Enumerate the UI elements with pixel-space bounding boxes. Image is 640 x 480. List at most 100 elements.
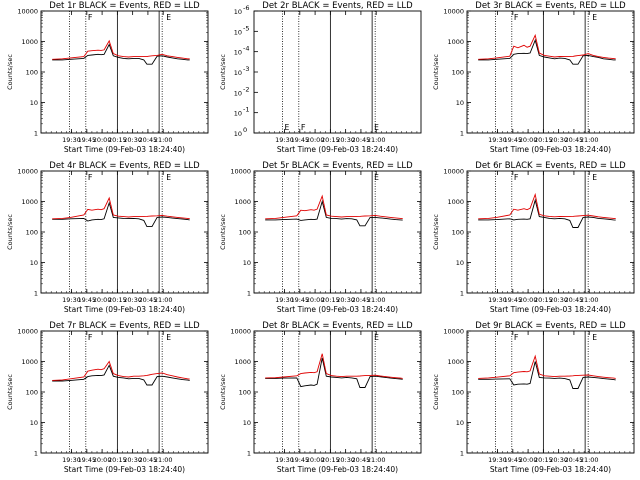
- x-tick-label: 20:45: [352, 456, 371, 464]
- x-tick-label: 21:00: [580, 136, 599, 144]
- lld-series-line: [52, 360, 190, 381]
- y-axis-label: Counts/sec: [432, 54, 440, 90]
- x-tick-label: 19:30: [275, 296, 294, 304]
- y-tick-label: 1: [34, 130, 38, 138]
- detector-panel: Det 8r BLACK = Events, RED = LLD 1 10 100 10…: [213, 320, 426, 480]
- flag-label: E: [374, 123, 379, 132]
- flag-label: F: [514, 13, 519, 22]
- y-tick-label: 1: [34, 290, 38, 298]
- x-tick-label: 19:45: [503, 136, 522, 144]
- plot-svg: Det 1r BLACK = Events, RED = LLD 1 10 100 10…: [6, 1, 209, 154]
- detector-panel: Det 2r BLACK = Events, RED = LLD 10 0 10 -1 1…: [213, 0, 426, 160]
- y-tick-label: 1: [247, 450, 251, 458]
- x-tick-label: 19:30: [62, 136, 81, 144]
- plot-svg: Det 6r BLACK = Events, RED = LLD 1 10 100 10…: [432, 161, 635, 314]
- plot-svg: Det 9r BLACK = Events, RED = LLD 1 10 100 10…: [432, 321, 635, 474]
- y-tick-label: 1000: [21, 198, 38, 206]
- detector-panel: Det 4r BLACK = Events, RED = LLD 1 10 100 10…: [0, 160, 213, 320]
- y-tick-exponent: -3: [243, 65, 249, 73]
- y-tick-label: 100: [26, 389, 38, 397]
- x-tick-label: 19:30: [488, 136, 507, 144]
- y-tick-exponent: -6: [243, 4, 249, 12]
- y-tick-label: 100: [452, 389, 464, 397]
- detector-panel: Det 3r BLACK = Events, RED = LLD 1 10 100 10…: [426, 0, 639, 160]
- plot-title: Det 9r BLACK = Events, RED = LLD: [475, 321, 626, 331]
- y-tick-exponent: 0: [243, 126, 247, 134]
- flag-label: E: [592, 333, 597, 342]
- x-tick-label: 20:45: [139, 296, 158, 304]
- x-tick-label: 20:15: [321, 456, 340, 464]
- plot-svg: Det 8r BLACK = Events, RED = LLD 1 10 100 10…: [219, 321, 422, 474]
- x-tick-label: 20:00: [306, 296, 325, 304]
- y-tick-label: 1000: [447, 38, 464, 46]
- y-tick-label: 100: [239, 229, 251, 237]
- x-tick-label: 19:45: [77, 296, 96, 304]
- x-tick-label: 20:30: [336, 456, 355, 464]
- x-axis-label: Start Time (09-Feb-03 18:24:40): [277, 465, 398, 474]
- y-tick-label: 100: [26, 229, 38, 237]
- x-tick-label: 21:00: [580, 296, 599, 304]
- events-series-line: [52, 364, 190, 386]
- y-tick-label: 10000: [443, 328, 464, 336]
- x-tick-label: 21:00: [580, 456, 599, 464]
- plot-frame: [253, 170, 422, 294]
- plot-title: Det 5r BLACK = Events, RED = LLD: [262, 161, 413, 171]
- x-axis-label: Start Time (09-Feb-03 18:24:40): [64, 305, 185, 314]
- y-tick-label: 10000: [443, 168, 464, 176]
- y-tick-label: 10000: [230, 328, 251, 336]
- detector-panel: Det 5r BLACK = Events, RED = LLD 1 10 100 10…: [213, 160, 426, 320]
- flag-label: F: [88, 333, 93, 342]
- y-tick-label: 1: [247, 290, 251, 298]
- y-tick-label: 1000: [234, 358, 251, 366]
- x-tick-label: 20:30: [549, 456, 568, 464]
- events-series-line: [265, 357, 403, 388]
- flag-label: F: [514, 333, 519, 342]
- x-tick-label: 20:45: [565, 456, 584, 464]
- y-axis-label: Counts/sec: [432, 214, 440, 250]
- y-tick-label: 10000: [17, 328, 38, 336]
- x-tick-label: 19:45: [503, 456, 522, 464]
- y-axis-label: Counts/sec: [432, 374, 440, 410]
- lld-series-line: [52, 39, 190, 60]
- x-tick-label: 20:45: [352, 296, 371, 304]
- x-tick-label: 20:30: [123, 456, 142, 464]
- x-tick-label: 19:30: [488, 456, 507, 464]
- x-tick-label: 20:15: [534, 456, 553, 464]
- x-tick-label: 20:30: [123, 296, 142, 304]
- plot-title: Det 6r BLACK = Events, RED = LLD: [475, 161, 626, 171]
- y-tick-label: 10: [234, 130, 242, 138]
- x-tick-label: 20:15: [534, 296, 553, 304]
- x-tick-label: 21:00: [367, 296, 386, 304]
- y-tick-label: 1: [460, 450, 464, 458]
- detector-panel: Det 9r BLACK = Events, RED = LLD 1 10 100 10…: [426, 320, 639, 480]
- y-tick-label: 100: [452, 229, 464, 237]
- flag-label: E: [374, 333, 379, 342]
- plot-title: Det 2r BLACK = Events, RED = LLD: [262, 1, 413, 11]
- y-tick-label: 10: [243, 419, 251, 427]
- y-axis-label: Counts/sec: [219, 54, 227, 90]
- flag-label: E: [592, 13, 597, 22]
- x-axis-label: Start Time (09-Feb-03 18:24:40): [490, 145, 611, 154]
- lld-series-line: [52, 196, 190, 220]
- y-tick-label: 10: [234, 89, 242, 97]
- y-tick-label: 10: [234, 49, 242, 57]
- x-tick-label: 20:00: [93, 136, 112, 144]
- lld-series-line: [478, 354, 616, 379]
- x-tick-label: 20:30: [549, 136, 568, 144]
- x-tick-label: 21:00: [154, 456, 173, 464]
- y-tick-label: 10000: [443, 8, 464, 16]
- plot-title: Det 4r BLACK = Events, RED = LLD: [49, 161, 200, 171]
- plot-title: Det 1r BLACK = Events, RED = LLD: [49, 1, 200, 11]
- x-tick-label: 19:45: [290, 296, 309, 304]
- x-tick-label: 20:45: [139, 136, 158, 144]
- y-tick-label: 100: [239, 389, 251, 397]
- x-tick-label: 20:45: [139, 456, 158, 464]
- plot-frame: [253, 10, 422, 134]
- x-tick-label: 21:00: [154, 296, 173, 304]
- y-axis-label: Counts/sec: [6, 54, 14, 90]
- y-tick-label: 1000: [447, 358, 464, 366]
- x-tick-label: 20:45: [352, 136, 371, 144]
- y-axis-label: Counts/sec: [6, 214, 14, 250]
- x-tick-label: 20:30: [336, 136, 355, 144]
